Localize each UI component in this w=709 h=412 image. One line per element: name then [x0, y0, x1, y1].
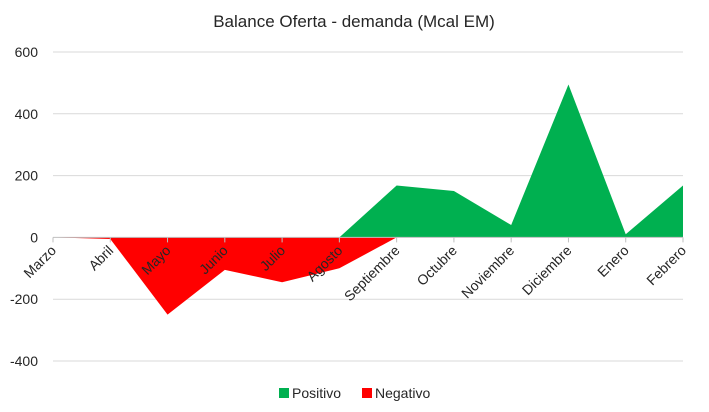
y-tick-label: 0 [30, 229, 38, 245]
legend-label-negativo: Negativo [375, 385, 430, 401]
legend-swatch-positivo [279, 388, 289, 398]
area-positivo [53, 84, 683, 238]
x-tick-label: Enero [594, 242, 632, 280]
area-negativo [53, 237, 683, 315]
x-tick-label: Abril [85, 242, 116, 273]
legend-swatch-negativo [362, 388, 372, 398]
x-tick-label: Noviembre [458, 242, 517, 301]
x-tick-label: Diciembre [519, 242, 575, 298]
y-tick-label: -400 [10, 353, 38, 369]
y-tick-label: -200 [10, 291, 38, 307]
legend: Positivo Negativo [279, 385, 430, 401]
y-tick-label: 200 [15, 168, 39, 184]
legend-label-positivo: Positivo [292, 385, 341, 401]
chart-title: Balance Oferta - demanda (Mcal EM) [213, 12, 495, 31]
plot-areas [53, 84, 683, 315]
y-tick-label: 600 [15, 44, 39, 60]
x-tick-label: Octubre [413, 242, 460, 289]
y-tick-label: 400 [15, 106, 39, 122]
x-tick-label: Febrero [643, 242, 689, 288]
x-tick-label: Marzo [20, 242, 59, 281]
